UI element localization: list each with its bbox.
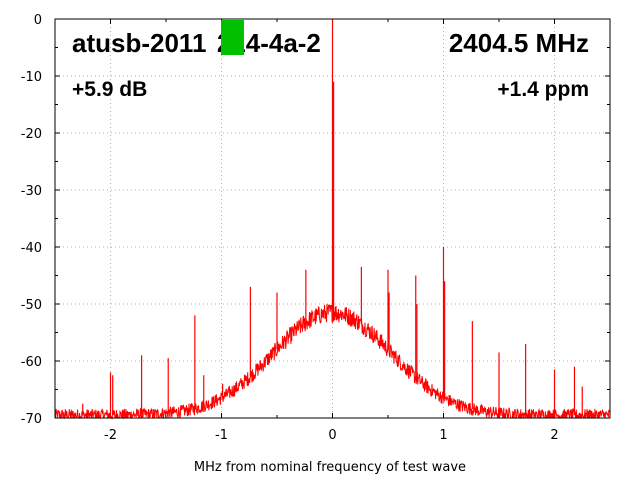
- series-trace: [54, 19, 611, 420]
- frequency-label: 2404.5 MHz: [449, 28, 589, 58]
- y-tick-label: -30: [21, 184, 42, 199]
- spectrum-line: [54, 303, 611, 420]
- y-tick-label: -70: [21, 412, 42, 427]
- status-indicator: [221, 20, 244, 55]
- x-axis-label: MHz from nominal frequency of test wave: [194, 460, 466, 475]
- y-tick-label: 0: [34, 13, 42, 28]
- y-tick-label: -40: [21, 241, 42, 256]
- x-tick-label: -1: [215, 428, 228, 443]
- y-tick-label: -20: [21, 127, 42, 142]
- x-tick-label: 2: [550, 428, 558, 443]
- y-tick-label: -50: [21, 298, 42, 313]
- plot-border: [54, 18, 611, 419]
- y-tick-label: -10: [21, 70, 42, 85]
- y-tick-label: -60: [21, 355, 42, 370]
- x-tick-label: 0: [328, 428, 336, 443]
- device-title: atusb-2011 214-4a-2: [72, 28, 321, 58]
- offset-label: +1.4 ppm: [497, 78, 589, 101]
- level-label: +5.9 dB: [72, 78, 147, 101]
- y-axis: 0 -10 -20 -30 -40 -50 -60 -70: [21, 13, 610, 427]
- x-tick-label: -2: [104, 428, 117, 443]
- x-tick-label: 1: [439, 428, 447, 443]
